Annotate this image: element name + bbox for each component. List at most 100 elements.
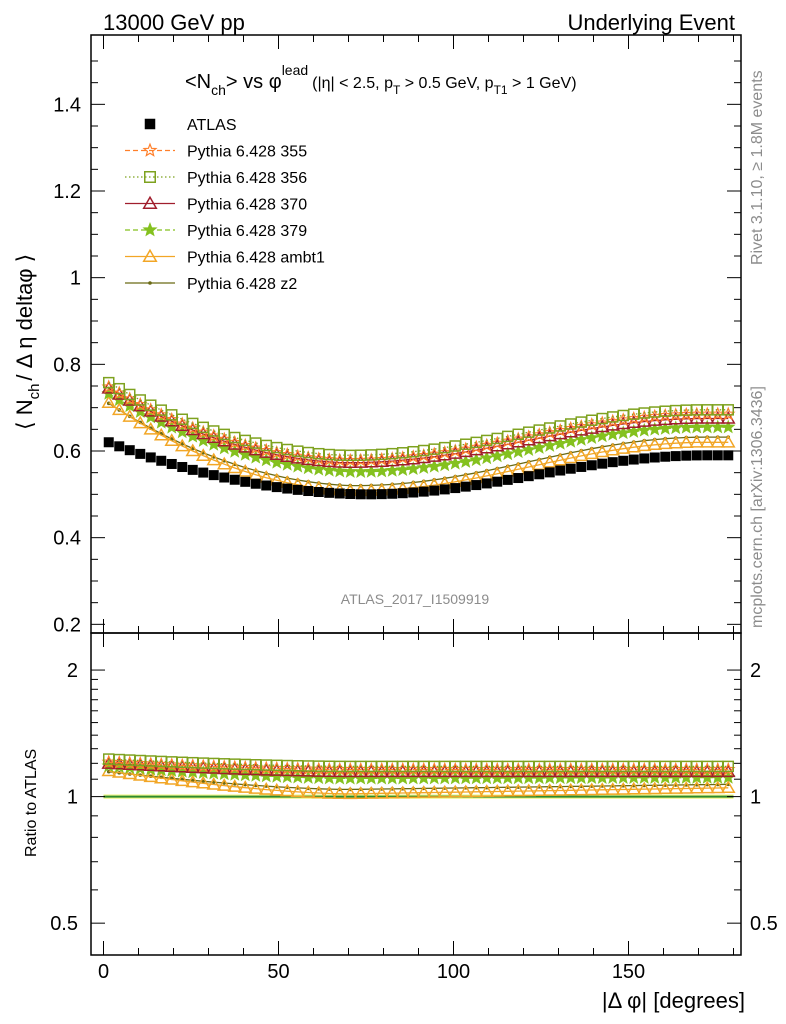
main-y-tick-label: 1.4	[53, 94, 81, 116]
ratio-point	[195, 775, 211, 789]
data-point	[437, 457, 453, 472]
data-point	[513, 473, 524, 484]
data-point	[573, 432, 589, 446]
main-y-axis-label: ⟨ Nch/ Δ η deltaφ ⟩	[12, 254, 43, 430]
data-point	[229, 474, 240, 485]
data-point	[681, 450, 692, 461]
data-point	[111, 402, 127, 416]
ratio-pythia-6-428-356	[103, 753, 734, 773]
ratio-point	[321, 785, 337, 799]
data-point	[237, 463, 253, 477]
data-point	[563, 450, 579, 464]
data-point	[460, 481, 471, 492]
ratio-point	[468, 784, 484, 798]
legend-entry: Pythia 6.428 ambt1	[125, 248, 325, 267]
ratio-point	[500, 783, 516, 797]
legend-entry: Pythia 6.428 z2	[125, 276, 297, 293]
ratio-point	[185, 774, 201, 788]
data-point	[198, 467, 209, 478]
ratio-point	[521, 783, 537, 797]
ratio-point	[563, 782, 579, 796]
ratio-point	[206, 776, 222, 790]
data-point	[216, 456, 232, 470]
x-axis-label: |Δ φ| [degrees]	[602, 988, 745, 1013]
ratio-point	[237, 780, 253, 793]
data-point	[145, 452, 156, 463]
legend-marker	[142, 195, 158, 209]
analysis-watermark: ATLAS_2017_I1509919	[341, 591, 490, 607]
legend-marker	[148, 281, 152, 285]
data-point	[426, 458, 442, 473]
data-point	[636, 422, 652, 437]
data-point	[723, 450, 734, 461]
ratio-point	[395, 785, 411, 799]
ratio-y-tick-label-right: 2	[750, 660, 761, 682]
x-tick-label: 0	[98, 961, 109, 983]
ratio-point	[657, 781, 673, 795]
header-right: Underlying Event	[567, 10, 735, 35]
data-point	[500, 446, 516, 461]
data-point	[605, 442, 621, 456]
data-point	[408, 487, 419, 498]
ratio-point	[594, 782, 610, 796]
data-point	[101, 395, 117, 408]
ratio-point	[510, 783, 526, 797]
data-point	[450, 483, 461, 494]
data-point	[384, 462, 400, 477]
ratio-point	[363, 786, 379, 799]
data-point	[660, 451, 671, 462]
ratio-point	[720, 780, 736, 794]
ratio-point	[689, 780, 705, 794]
data-point	[458, 454, 474, 468]
data-point	[628, 454, 639, 465]
data-point	[219, 472, 230, 483]
data-point	[720, 434, 736, 448]
data-point	[248, 449, 264, 464]
data-point	[521, 442, 537, 457]
ratio-y-tick-label: 0.5	[50, 913, 78, 935]
data-point	[626, 439, 642, 453]
data-point	[720, 419, 736, 434]
ratio-point	[615, 781, 631, 795]
data-point	[712, 450, 723, 461]
data-point	[678, 435, 694, 448]
data-point	[185, 443, 201, 457]
data-point	[122, 409, 138, 422]
data-point	[195, 448, 211, 461]
legend-entry: Pythia 6.428 356	[125, 170, 307, 187]
ratio-y-tick-label-right: 0.5	[750, 913, 778, 935]
ratio-y-tick-label-right: 1	[750, 787, 761, 809]
data-point	[722, 404, 734, 416]
data-point	[555, 465, 566, 476]
ratio-point	[227, 779, 243, 792]
main-y-tick-label: 1	[70, 268, 81, 290]
series-line	[108, 382, 729, 456]
data-point	[605, 426, 621, 441]
data-point	[143, 421, 159, 435]
ratio-point	[426, 784, 442, 798]
legend-marker	[142, 248, 158, 262]
ratio-point	[722, 760, 734, 773]
data-point	[313, 486, 324, 497]
data-point	[187, 464, 198, 475]
data-point	[132, 415, 148, 429]
data-point	[542, 454, 558, 468]
data-point	[334, 488, 345, 499]
data-point	[114, 441, 125, 452]
ratio-point	[216, 778, 232, 791]
mcplots-label: mcplots.cern.ch [arXiv:1306.3436]	[749, 386, 766, 628]
data-point	[237, 446, 253, 461]
legend-entry: Pythia 6.428 355	[125, 142, 307, 161]
data-point	[124, 445, 135, 456]
data-point	[531, 440, 547, 454]
data-point	[523, 471, 534, 482]
ratio-pythia-6-428-ambt1	[101, 763, 736, 800]
ratio-line	[108, 761, 729, 771]
data-point	[471, 480, 482, 491]
data-point	[584, 430, 600, 445]
ratio-y-axis-label: Ratio to ATLAS	[23, 749, 40, 857]
header-left: 13000 GeV pp	[103, 10, 245, 35]
data-point	[156, 455, 167, 466]
legend-marker	[142, 222, 158, 237]
data-point	[376, 489, 387, 500]
